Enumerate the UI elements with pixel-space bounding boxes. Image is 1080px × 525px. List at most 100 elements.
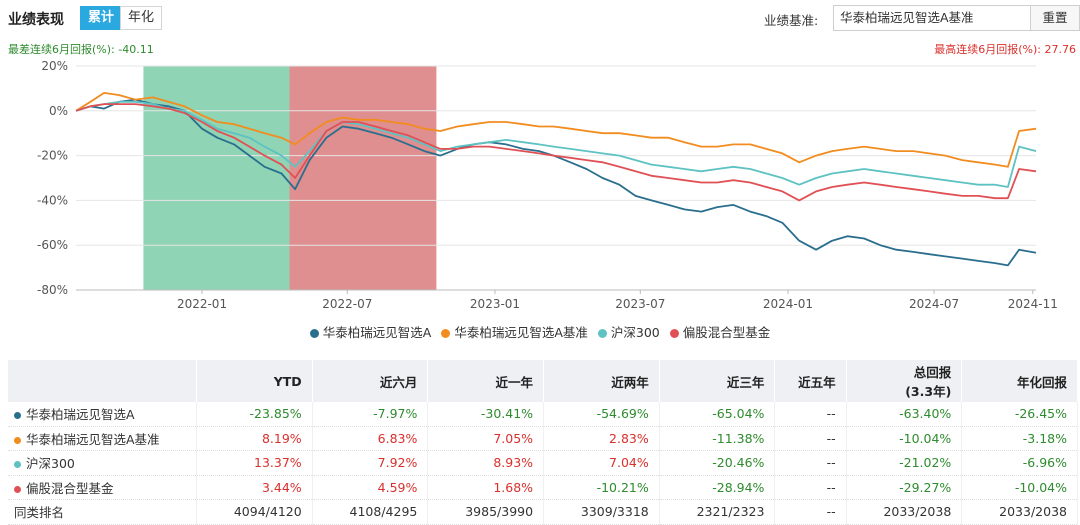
worst-period-band — [143, 66, 290, 290]
x-tick-label: 2024-11 — [1008, 297, 1058, 311]
table-cell: 1.68% — [427, 475, 545, 500]
legend-item-3[interactable]: 偏股混合型基金 — [669, 322, 771, 341]
table-row: 沪深300 13.37% 7.92% 8.93% 7.04% -20.46% -- -21.0… — [8, 450, 1078, 476]
x-tick-label: 2023-07 — [615, 297, 665, 311]
table-header-cell: 年化回报 — [961, 360, 1078, 402]
chart-legend: 华泰柏瑞远见智选A 华泰柏瑞远见智选A基准 沪深300 偏股混合型基金 — [0, 322, 1080, 341]
legend-dot-icon — [309, 329, 319, 338]
table-header-cell: 总回报 (3.3年) — [846, 360, 963, 402]
performance-table: YTD 近六月 近一年 近两年 近三年 近五年 总回报 (3.3年) 年化回报 华泰柏瑞远见智选… — [8, 360, 1078, 525]
table-cell: -- — [774, 499, 847, 525]
table-cell: -- — [774, 475, 847, 500]
table-cell: -11.38% — [659, 426, 776, 451]
table-cell: -29.27% — [846, 475, 963, 500]
row-name-cell: 偏股混合型基金 — [8, 475, 197, 500]
legend-label: 偏股混合型基金 — [682, 325, 771, 340]
legend-dot-icon — [441, 329, 451, 338]
tab-cumulative[interactable]: 累计 — [80, 6, 123, 30]
series-line-1 — [75, 92, 1037, 168]
y-tick-label: 20% — [41, 59, 68, 73]
table-cell: 3.44% — [196, 475, 313, 500]
table-cell: -54.69% — [543, 402, 660, 427]
table-cell: -10.04% — [961, 475, 1078, 500]
table-cell: 4108/4295 — [312, 499, 429, 525]
table-cell: -63.40% — [846, 402, 963, 427]
series-dot-icon — [14, 461, 21, 469]
y-tick-label: -60% — [37, 238, 68, 252]
benchmark-label: 业绩基准: — [764, 13, 819, 28]
table-header-cell: 近三年 — [659, 360, 776, 402]
table-cell: -10.04% — [846, 426, 963, 451]
table-cell: -7.97% — [312, 402, 429, 427]
legend-label: 沪深300 — [610, 325, 660, 340]
row-name-cell: 华泰柏瑞远见智选A — [8, 402, 197, 427]
table-cell: 3985/3990 — [427, 499, 545, 525]
table-cell: -23.85% — [196, 402, 313, 427]
table-cell: 3309/3318 — [543, 499, 660, 525]
legend-label: 华泰柏瑞远见智选A基准 — [454, 325, 588, 340]
performance-chart: 20% 0% -20% -40% -60% -80% 2022-01 2022-07 2023-… — [37, 59, 1058, 311]
table-row: 华泰柏瑞远见智选A基准 8.19% 6.83% 7.05% 2.83% -11.38% --… — [8, 426, 1078, 451]
x-tick-label: 2022-01 — [177, 297, 227, 311]
table-cell: 13.37% — [196, 450, 313, 476]
table-row: 华泰柏瑞远见智选A -23.85% -7.97% -30.41% -54.69% -65.… — [8, 402, 1078, 427]
table-cell: 7.05% — [427, 426, 545, 451]
table-cell: -21.02% — [846, 450, 963, 476]
x-tick-label: 2022-07 — [322, 297, 372, 311]
legend-item-0[interactable]: 华泰柏瑞远见智选A — [309, 322, 432, 341]
series-line-3 — [75, 103, 1037, 202]
table-cell: 2033/2038 — [846, 499, 963, 525]
table-row: 偏股混合型基金 3.44% 4.59% 1.68% -10.21% -28.94% -- -2… — [8, 475, 1078, 500]
table-cell: 4.59% — [312, 475, 429, 500]
table-cell: -28.94% — [659, 475, 776, 500]
table-cell: -30.41% — [427, 402, 545, 427]
table-header-cell: 近五年 — [774, 360, 847, 402]
table-cell: 8.19% — [196, 426, 313, 451]
y-tick-label: -80% — [37, 283, 68, 297]
table-cell: -- — [774, 450, 847, 476]
best-6m-return: 最高连续6月回报(%): 27.76 — [934, 43, 1076, 56]
table-cell: 7.04% — [543, 450, 660, 476]
table-cell: 7.92% — [312, 450, 429, 476]
best-period-band — [289, 66, 437, 290]
table-body: 华泰柏瑞远见智选A -23.85% -7.97% -30.41% -54.69% -65.… — [8, 402, 1078, 525]
section-title: 业绩表现 — [8, 12, 64, 28]
x-tick-label: 2024-07 — [909, 297, 959, 311]
row-name-cell: 沪深300 — [8, 450, 197, 476]
x-tick-label: 2023-01 — [470, 297, 520, 311]
legend-dot-icon — [597, 329, 607, 338]
table-header-cell — [8, 360, 197, 402]
table-cell: 8.93% — [427, 450, 545, 476]
benchmark-input[interactable] — [833, 5, 1031, 31]
table-cell: -10.21% — [543, 475, 660, 500]
table-cell: 2.83% — [543, 426, 660, 451]
row-name-cell: 同类排名 — [8, 499, 197, 525]
table-cell: 6.83% — [312, 426, 429, 451]
y-tick-label: -40% — [37, 193, 68, 207]
series-dot-icon — [14, 436, 21, 444]
reset-button[interactable]: 重置 — [1030, 5, 1080, 31]
table-header-cell: 近两年 — [543, 360, 660, 402]
table-header-cell: 近一年 — [427, 360, 545, 402]
table-header-row: YTD 近六月 近一年 近两年 近三年 近五年 总回报 (3.3年) 年化回报 — [8, 360, 1078, 402]
x-tick-label: 2024-01 — [763, 297, 813, 311]
top-bar: 业绩表现 累计 年化 业绩基准: 重置 — [0, 0, 1080, 36]
legend-dot-icon — [669, 329, 679, 338]
legend-item-2[interactable]: 沪深300 — [597, 322, 660, 341]
tab-annualized[interactable]: 年化 — [120, 6, 163, 30]
table-header-cell: 近六月 — [312, 360, 429, 402]
table-cell: -65.04% — [659, 402, 776, 427]
table-row: 同类排名 4094/4120 4108/4295 3985/3990 3309/3318… — [8, 499, 1078, 525]
table-cell: -26.45% — [961, 402, 1078, 427]
legend-label: 华泰柏瑞远见智选A — [322, 325, 432, 340]
series-dot-icon — [14, 412, 21, 420]
series-line-2 — [75, 100, 1037, 188]
row-name-cell: 华泰柏瑞远见智选A基准 — [8, 426, 197, 451]
y-tick-label: -20% — [37, 149, 68, 163]
table-cell: -- — [774, 426, 847, 451]
table-cell: 4094/4120 — [196, 499, 313, 525]
table-cell: -6.96% — [961, 450, 1078, 476]
legend-item-1[interactable]: 华泰柏瑞远见智选A基准 — [441, 322, 588, 341]
table-cell: 2033/2038 — [961, 499, 1078, 525]
table-cell: -3.18% — [961, 426, 1078, 451]
